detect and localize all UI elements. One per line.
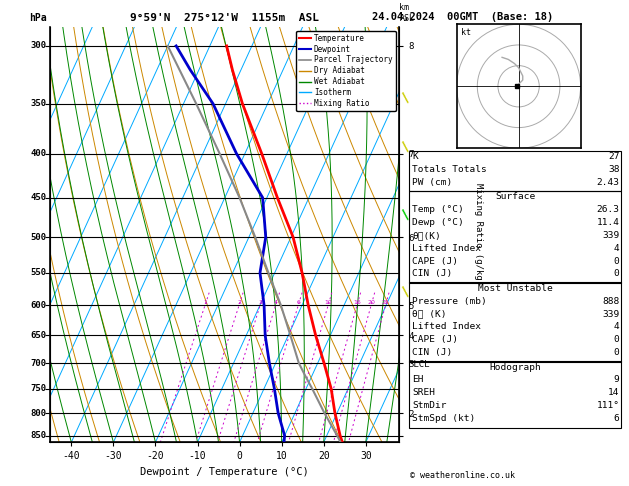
Text: CIN (J): CIN (J) — [412, 348, 452, 357]
Text: /: / — [399, 139, 413, 153]
Text: 2.43: 2.43 — [596, 178, 620, 187]
Text: 0: 0 — [614, 348, 620, 357]
Text: 600: 600 — [31, 301, 47, 310]
Text: 4: 4 — [614, 244, 620, 253]
Text: 550: 550 — [31, 268, 47, 278]
Text: 111°: 111° — [596, 401, 620, 410]
Text: Pressure (mb): Pressure (mb) — [412, 296, 487, 306]
Text: 3: 3 — [258, 300, 262, 305]
Text: PW (cm): PW (cm) — [412, 178, 452, 187]
Text: © weatheronline.co.uk: © weatheronline.co.uk — [410, 471, 515, 480]
Text: 700: 700 — [31, 359, 47, 367]
Text: /: / — [399, 207, 413, 221]
Text: 2: 2 — [237, 300, 241, 305]
Text: 4: 4 — [614, 323, 620, 331]
Text: Lifted Index: Lifted Index — [412, 323, 481, 331]
Text: 650: 650 — [31, 331, 47, 340]
Text: 300: 300 — [31, 41, 47, 51]
Legend: Temperature, Dewpoint, Parcel Trajectory, Dry Adiabat, Wet Adiabat, Isotherm, Mi: Temperature, Dewpoint, Parcel Trajectory… — [296, 31, 396, 111]
Text: CIN (J): CIN (J) — [412, 270, 452, 278]
Text: 16: 16 — [353, 300, 361, 305]
Text: StmSpd (kt): StmSpd (kt) — [412, 414, 476, 423]
Text: 6: 6 — [296, 300, 300, 305]
Text: 450: 450 — [31, 193, 47, 202]
X-axis label: Dewpoint / Temperature (°C): Dewpoint / Temperature (°C) — [140, 467, 309, 477]
Text: 24.04.2024  00GMT  (Base: 18): 24.04.2024 00GMT (Base: 18) — [372, 12, 553, 22]
Text: 500: 500 — [31, 233, 47, 242]
Text: EH: EH — [412, 376, 423, 384]
Text: 339: 339 — [603, 231, 620, 240]
Text: 27: 27 — [608, 152, 620, 161]
Title: 9°59'N  275°12'W  1155m  ASL: 9°59'N 275°12'W 1155m ASL — [130, 13, 320, 23]
Text: Totals Totals: Totals Totals — [412, 165, 487, 174]
Text: km
ASL: km ASL — [399, 3, 415, 22]
Text: 25: 25 — [382, 300, 389, 305]
Text: /: / — [399, 285, 413, 298]
Text: Most Unstable: Most Unstable — [478, 284, 553, 293]
Text: CAPE (J): CAPE (J) — [412, 257, 458, 266]
Text: 38: 38 — [608, 165, 620, 174]
Text: 4: 4 — [274, 300, 277, 305]
Text: 10: 10 — [324, 300, 332, 305]
Text: 350: 350 — [31, 99, 47, 108]
Text: CAPE (J): CAPE (J) — [412, 335, 458, 345]
Text: Dewp (°C): Dewp (°C) — [412, 218, 464, 227]
Text: 339: 339 — [603, 310, 620, 319]
Text: θᴇ(K): θᴇ(K) — [412, 231, 441, 240]
Text: 1: 1 — [203, 300, 207, 305]
Text: hPa: hPa — [30, 13, 47, 22]
Text: 26.3: 26.3 — [596, 205, 620, 214]
Text: 6: 6 — [614, 414, 620, 423]
Text: StmDir: StmDir — [412, 401, 447, 410]
Text: K: K — [412, 152, 418, 161]
Text: 0: 0 — [614, 270, 620, 278]
Text: Lifted Index: Lifted Index — [412, 244, 481, 253]
Text: 14: 14 — [608, 388, 620, 398]
Text: 888: 888 — [603, 296, 620, 306]
Text: 850: 850 — [31, 431, 47, 440]
Text: Surface: Surface — [496, 192, 535, 201]
Text: 800: 800 — [31, 409, 47, 417]
Text: θᴇ (K): θᴇ (K) — [412, 310, 447, 319]
Text: 0: 0 — [614, 335, 620, 345]
Text: kt: kt — [461, 28, 470, 36]
Text: 11.4: 11.4 — [596, 218, 620, 227]
Text: 750: 750 — [31, 384, 47, 393]
Text: Temp (°C): Temp (°C) — [412, 205, 464, 214]
Text: Hodograph: Hodograph — [489, 363, 542, 372]
Text: 9: 9 — [614, 376, 620, 384]
Text: 20: 20 — [367, 300, 375, 305]
Text: SREH: SREH — [412, 388, 435, 398]
Text: /: / — [399, 90, 413, 104]
Y-axis label: Mixing Ratio (g/kg): Mixing Ratio (g/kg) — [474, 183, 484, 286]
Text: 0: 0 — [614, 257, 620, 266]
Text: 400: 400 — [31, 149, 47, 158]
